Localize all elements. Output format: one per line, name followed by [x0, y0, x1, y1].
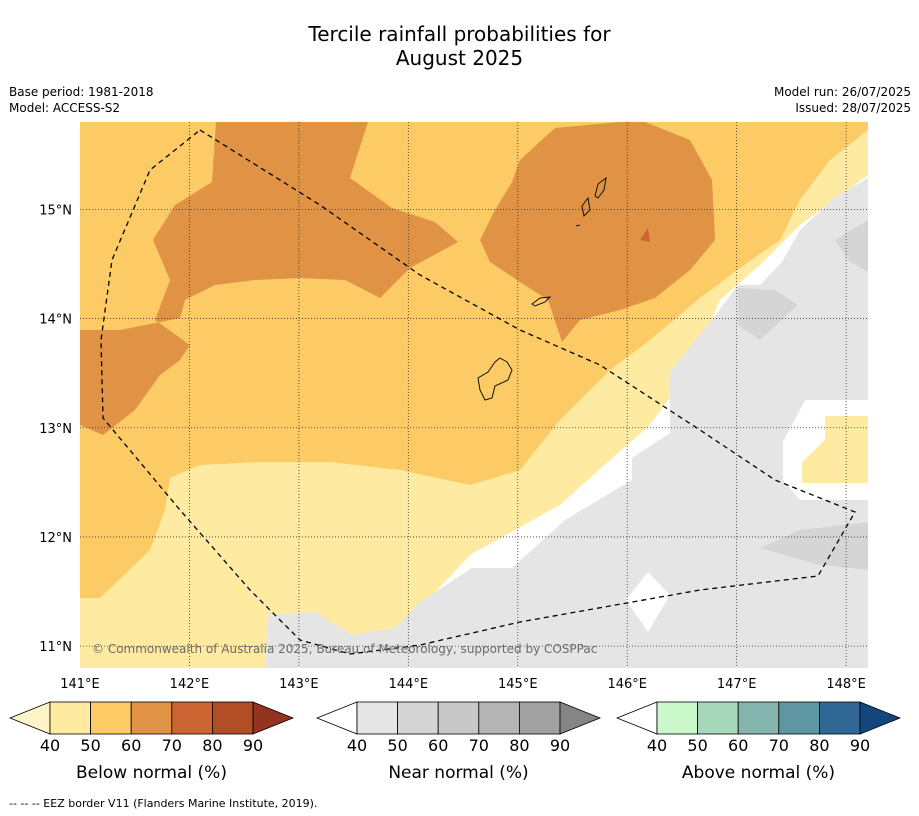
longitude-ticks: 141°E 142°E 143°E 144°E 145°E 146°E 147°E 148°E	[60, 677, 866, 692]
colorbar-tick-label: 80	[809, 736, 829, 755]
colorbar-segment	[211, 701, 254, 735]
white-diamond	[626, 572, 670, 632]
colorbar-label: Below normal (%)	[76, 763, 227, 783]
model-run-text: Model run: 26/07/2025	[773, 85, 911, 99]
colorbar-segment	[819, 701, 861, 735]
region-near-50-60-c	[760, 522, 868, 570]
colorbar-tick-label: 50	[387, 736, 407, 755]
colorbar-tick-label: 40	[647, 736, 667, 755]
lon-tick-label: 141°E	[60, 677, 100, 692]
lon-tick-label: 148°E	[826, 677, 866, 692]
colorbar-segment	[737, 701, 780, 735]
colorbar-tick-label: 90	[243, 736, 263, 755]
colorbar-tick-label: 70	[469, 736, 489, 755]
colorbar-tick-label: 40	[347, 736, 367, 755]
lon-tick-label: 142°E	[170, 677, 210, 692]
island-rota	[531, 296, 552, 307]
meta-right: Model run: 26/07/2025 Issued: 28/07/2025	[774, 84, 911, 116]
colorbar-segment	[656, 701, 698, 735]
lat-tick-label: 15°N	[39, 203, 72, 218]
latitude-ticks: 15°N 14°N 13°N 12°N 11°N	[39, 203, 72, 655]
colorbar-tick-label: 60	[728, 736, 748, 755]
colorbar-extend-min	[8, 701, 51, 735]
map-fills	[80, 122, 868, 668]
colorbar-tick-label: 70	[162, 736, 182, 755]
title-line-1: Tercile rainfall probabilities for	[308, 22, 611, 46]
colorbar-tick-label: 60	[121, 736, 141, 755]
colorbar-tick-label: 90	[550, 736, 570, 755]
island-saipan	[594, 176, 607, 199]
colorbar-tick-label: 80	[202, 736, 222, 755]
colorbar-tick-label: 80	[509, 736, 529, 755]
region-below-60-70-east	[480, 122, 715, 342]
island-tinian	[581, 196, 591, 218]
colorbar-label: Above normal (%)	[682, 763, 835, 783]
colorbar-extend-max	[252, 701, 295, 735]
lon-tick-label: 145°E	[498, 677, 538, 692]
colorbar-tick-label: 50	[687, 736, 707, 755]
colorbar-tick-label: 60	[428, 736, 448, 755]
footnote-text: -- -- -- EEZ border V11 (Flanders Marine…	[9, 797, 317, 810]
island-guam	[477, 357, 513, 401]
region-near-40-50	[265, 178, 868, 668]
colorbar-1: 40 50 60 70 80 90 Below normal (%)	[8, 701, 295, 783]
colorbar-2: 40 50 60 70 80 90 Near normal (%)	[315, 701, 602, 783]
map-title: Tercile rainfall probabilities for Augus…	[0, 22, 919, 70]
colorbar-extend-min	[315, 701, 358, 735]
colorbar-tick-label: 70	[769, 736, 789, 755]
colorbar-tick-label: 90	[850, 736, 870, 755]
colorbar-segment	[397, 701, 439, 735]
lon-tick-label: 144°E	[389, 677, 429, 692]
lat-tick-label: 13°N	[39, 422, 72, 437]
colorbar-tick-label: 50	[80, 736, 100, 755]
model-text: Model: ACCESS-S2	[9, 101, 121, 115]
lat-tick-label: 14°N	[39, 313, 72, 328]
colorbars: 40 50 60 70 80 90 Below normal (%) 40 50 60 70 80 90…	[8, 701, 902, 783]
colorbar-segment	[49, 701, 91, 735]
colorbar-segment	[519, 701, 561, 735]
islands	[477, 176, 607, 401]
colorbar-extend-min	[615, 701, 658, 735]
colorbar-segment	[437, 701, 480, 735]
colorbar-segment	[130, 701, 173, 735]
colorbar-segment	[697, 701, 739, 735]
colorbar-segment	[90, 701, 132, 735]
colorbar-segment	[778, 701, 820, 735]
region-below-70-80	[640, 228, 650, 242]
lat-tick-label: 11°N	[39, 640, 72, 655]
colorbar-segment	[356, 701, 398, 735]
island-aguijan	[575, 224, 581, 227]
colorbar-segment	[478, 701, 520, 735]
colorbar-extend-max	[859, 701, 902, 735]
copyright-text: © Commonwealth of Australia 2025, Bureau…	[92, 642, 597, 656]
colorbar-extend-max	[559, 701, 602, 735]
colorbar-segment	[171, 701, 213, 735]
region-below-40-50-east	[802, 416, 868, 483]
colorbar-3: 40 50 60 70 80 90 Above normal (%)	[615, 701, 902, 783]
colorbar-label: Near normal (%)	[388, 763, 528, 783]
issued-text: Issued: 28/07/2025	[795, 101, 911, 115]
lon-tick-label: 147°E	[717, 677, 757, 692]
gridlines	[80, 122, 868, 668]
lon-tick-label: 146°E	[607, 677, 647, 692]
colorbar-tick-label: 40	[40, 736, 60, 755]
region-near-50-60-a	[738, 288, 798, 340]
meta-left: Base period: 1981-2018 Model: ACCESS-S2	[9, 84, 154, 116]
region-below-60-70-west	[80, 122, 458, 435]
lon-tick-label: 143°E	[279, 677, 319, 692]
region-near-50-60-b	[835, 220, 868, 272]
lat-tick-label: 12°N	[39, 531, 72, 546]
base-period-text: Base period: 1981-2018	[9, 85, 154, 99]
eez-border	[100, 129, 856, 655]
title-line-2: August 2025	[395, 46, 524, 70]
